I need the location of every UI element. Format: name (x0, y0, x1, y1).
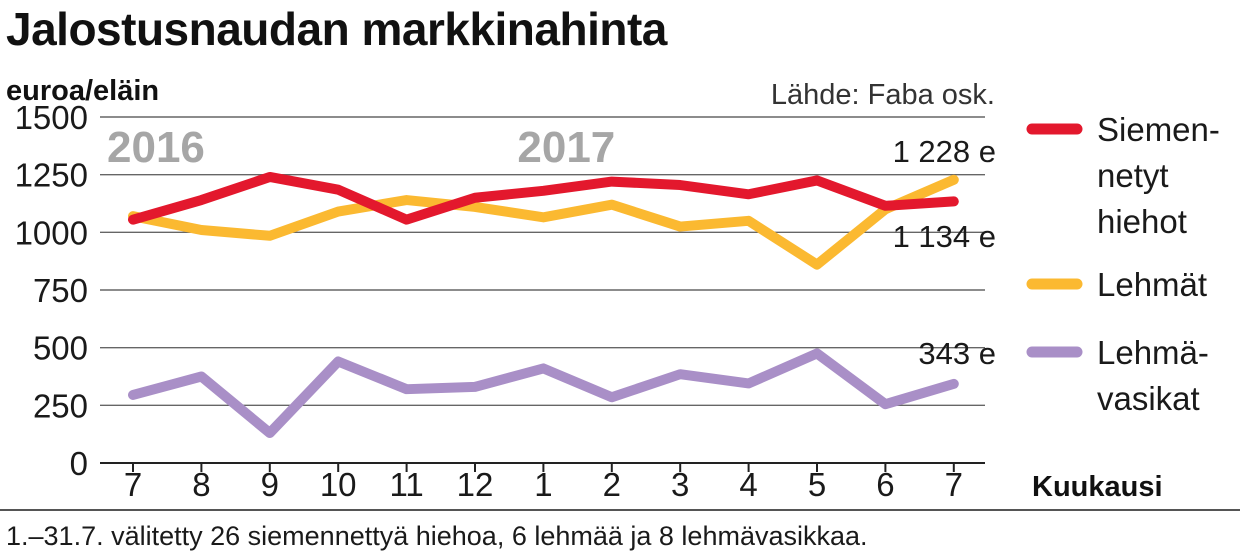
x-tick-labels: 7 8 9 10 11 12 1 2 3 4 5 6 7 (124, 463, 963, 503)
x-tick-label: 7 (945, 466, 963, 503)
x-tick-label: 5 (808, 466, 826, 503)
series-lines (128, 171, 959, 439)
legend-label: hiehot (1097, 203, 1187, 240)
y-tick-label: 1500 (15, 99, 88, 136)
series-line-lehm-vasikat (128, 348, 959, 439)
x-tick-label: 8 (192, 466, 210, 503)
x-tick-label: 11 (389, 466, 423, 503)
x-tick-label: 4 (739, 466, 757, 503)
legend: Siemen-netyt hiehot Lehmät Lehmä-vasikat (1026, 111, 1220, 417)
source-label: Lähde: Faba osk. (771, 79, 995, 111)
x-tick-label: 9 (261, 466, 279, 503)
chart-title: Jalostusnaudan markkinahinta (6, 3, 667, 55)
y-tick-labels: 1500 1250 1000 750 500 250 0 (15, 99, 88, 482)
end-value-label: 1 228 e (893, 134, 996, 169)
x-tick-label: 1 (534, 466, 552, 503)
end-value-labels: 1 228 e 1 134 e 343 e (893, 134, 996, 371)
y-tick-label: 250 (33, 387, 88, 424)
legend-label: vasikat (1097, 380, 1200, 417)
x-tick-label: 2 (603, 466, 621, 503)
y-tick-label: 1250 (15, 157, 88, 194)
year-labels: 2016 2017 (107, 123, 615, 172)
year-label: 2016 (107, 123, 205, 172)
legend-label: Siemen- (1097, 111, 1220, 148)
x-axis-label: Kuukausi (1032, 471, 1163, 503)
end-value-label: 1 134 e (893, 219, 996, 254)
y-axis-label: euroa/eläin (6, 75, 159, 107)
series-line-lehm-t (128, 174, 959, 270)
line-chart: euroa/eläin Lähde: Faba osk. 15001250100… (6, 75, 1220, 503)
legend-label: netyt (1097, 157, 1169, 194)
legend-label: Lehmä- (1097, 334, 1209, 371)
x-tick-label: 6 (876, 466, 894, 503)
legend-label: Lehmät (1097, 266, 1207, 303)
y-tick-label: 1000 (15, 214, 88, 251)
y-tick-label: 500 (33, 330, 88, 367)
y-tick-label: 0 (70, 445, 88, 482)
x-tick-label: 7 (124, 466, 142, 503)
footnote: 1.–31.7. välitetty 26 siemennettyä hieho… (0, 509, 1240, 552)
x-tick-label: 12 (457, 466, 494, 503)
y-tick-label: 750 (33, 272, 88, 309)
x-tick-label: 3 (671, 466, 689, 503)
x-tick-label: 10 (320, 466, 357, 503)
series-line-siemennetyt-hiehot (128, 171, 959, 225)
end-value-label: 343 e (918, 336, 996, 371)
year-label: 2017 (517, 123, 615, 172)
